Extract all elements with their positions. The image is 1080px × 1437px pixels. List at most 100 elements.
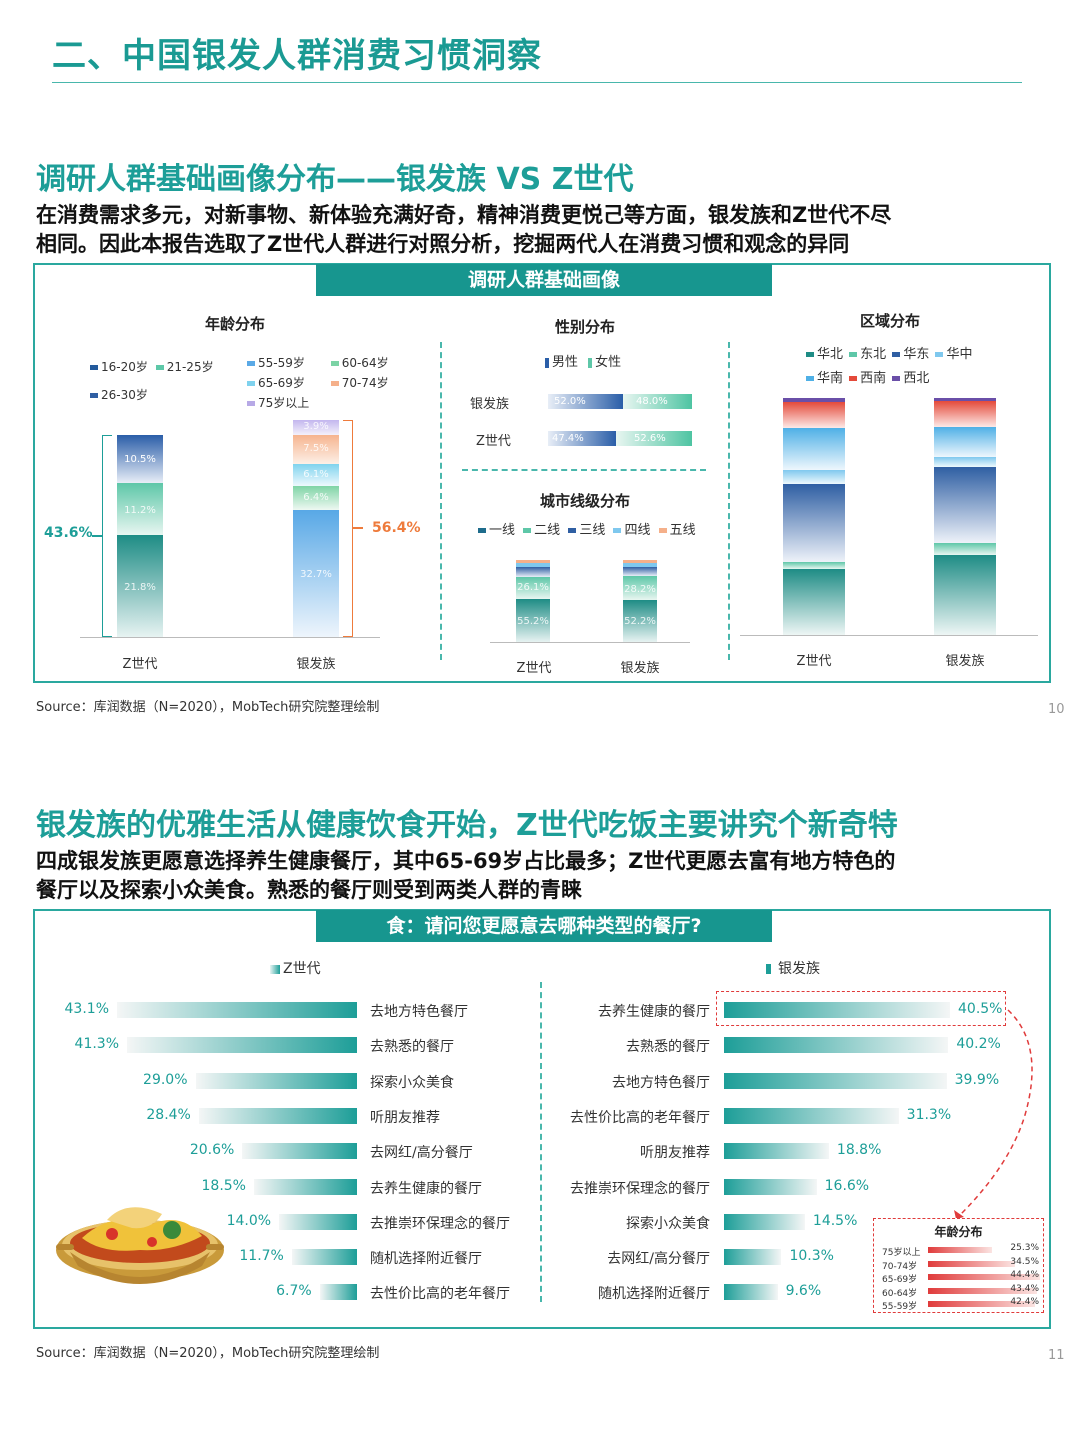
age-seg-16-20: [117, 535, 163, 637]
section1-title: 调研人群基础画像分布——银发族 VS Z世代: [36, 162, 634, 197]
hotpot-illustration: [56, 1207, 224, 1284]
section1-desc: 在消费需求多元，对新事物、新体验充满好奇，精神消费更悦己等方面，银发族和Z世代不…: [36, 201, 1051, 259]
region-seg-huanan: [783, 428, 845, 470]
divider-3: [462, 469, 706, 471]
region-seg-dongbei: [934, 543, 996, 555]
z-bracket: [102, 435, 112, 637]
region-legend: 华北 东北 华东 华中 华南 西南 西北: [806, 343, 1026, 387]
legend-item: 五线: [658, 523, 696, 538]
gender-value: 47.4%: [552, 433, 584, 444]
gender-value: 52.0%: [554, 396, 586, 407]
region-bar-z: [783, 398, 845, 635]
section2-desc: 四成银发族更愿意选择养生健康餐厅，其中65-69岁占比最多；Z世代更愿去富有地方…: [36, 847, 1051, 905]
section2-desc-line2: 餐厅以及探索小众美食。熟悉的餐厅则受到两类人群的青睐: [36, 878, 582, 902]
region-seg-xibei: [934, 398, 996, 401]
city-seg-1: [623, 600, 657, 642]
age-bar-z: 10.5% 11.2% 21.8%: [117, 435, 163, 637]
legend-item: 一线: [478, 523, 515, 538]
legend-item: 华北: [806, 347, 843, 362]
legend-item: 75岁以上: [247, 396, 309, 410]
age-s-total: 56.4%: [372, 520, 421, 536]
region-chart-title: 区域分布: [859, 312, 920, 330]
city-legend: 一线 二线 三线 四线 五线: [478, 519, 708, 538]
region-seg-xibei: [783, 398, 845, 402]
age-breakdown-label: 75岁以上: [882, 1248, 921, 1258]
age-breakdown-label: 60-64岁: [882, 1288, 918, 1299]
age-s-label-0: 32.7%: [300, 569, 332, 580]
legend-item: 华南: [806, 371, 843, 386]
gender-legend: 男性 女性: [545, 351, 665, 370]
age-chart-title: 年龄分布: [204, 315, 265, 333]
z-bar-label: 听朋友推荐: [370, 1109, 440, 1126]
z-series-label: Z世代: [283, 961, 321, 977]
section2-desc-line1: 四成银发族更愿意选择养生健康餐厅，其中65-69岁占比最多；Z世代更愿去富有地方…: [36, 849, 896, 873]
section1-desc-line2: 相同。因此本报告选取了Z世代人群进行对照分析，挖掘两代人在消费习惯和观念的异同: [36, 232, 850, 256]
z-bar: [253, 1178, 357, 1195]
z-bar: [117, 1002, 357, 1018]
z-bar-label: 去熟悉的餐厅: [370, 1039, 454, 1056]
z-bar-value: 14.0%: [226, 1212, 272, 1229]
city-seg-4: [623, 563, 657, 567]
city-chart-title: 城市线级分布: [539, 492, 630, 510]
z-bar: [127, 1037, 357, 1054]
age-breakdown-label: 55-59岁: [882, 1302, 918, 1312]
legend-item: 西南: [849, 371, 886, 386]
legend-item: 70-74岁: [330, 376, 389, 390]
z-bar-value: 6.7%: [276, 1283, 312, 1300]
region-seg-huadong: [783, 484, 845, 562]
city-z-label: 26.1%: [517, 582, 549, 593]
page-title: 二、中国银发人群消费习惯洞察: [52, 36, 542, 76]
legend-item: 65-69岁: [247, 376, 305, 390]
gender-value: 48.0%: [636, 396, 668, 407]
z-bar: [279, 1213, 357, 1230]
age-bar-s: 3.9% 7.5% 6.1% 6.4% 32.7%: [293, 420, 339, 637]
z-bar-chart: 43.1% 去地方特色餐厅 41.3% 去熟悉的餐厅 29.0% 探索小众美食 28.4% 听…: [65, 1001, 510, 1303]
z-bar-label: 去性价比高的老年餐厅: [370, 1286, 510, 1303]
region-seg-huazhong: [934, 457, 996, 467]
region-seg-huadong: [934, 467, 996, 543]
legend-item: 16-20岁: [90, 360, 148, 374]
gender-value: 52.6%: [634, 433, 666, 444]
age-s-label-4: 3.9%: [303, 421, 329, 432]
city-seg-4: [516, 563, 550, 567]
age-z-label-0: 21.8%: [124, 582, 156, 593]
age-breakdown-box: 年龄分布 75岁以上 25.3% 70-74岁 34.5% 65-69岁 44.4% 60-…: [873, 1218, 1044, 1313]
city-xlabel-z: Z世代: [516, 661, 552, 676]
legend-item: 女性: [588, 355, 621, 370]
age-breakdown-bar: [928, 1301, 1035, 1307]
gender-bar-z: 47.4% 52.6%: [548, 431, 692, 446]
city-bar-z: 26.1% 55.2%: [516, 560, 550, 642]
z-bracket-tick: [92, 535, 102, 537]
legend-item: 21-25岁: [155, 360, 214, 374]
z-bar: [319, 1284, 357, 1301]
city-seg-3: [623, 567, 657, 576]
z-bar-label: 随机选择附近餐厅: [370, 1251, 482, 1268]
age-breakdown-bar: [928, 1274, 1040, 1280]
age-seg-26-30: [117, 435, 163, 483]
z-bar-value: 11.7%: [239, 1248, 284, 1265]
z-bar-label: 去网红/高分餐厅: [370, 1145, 473, 1162]
age-breakdown-value: 42.4%: [1010, 1297, 1039, 1307]
gender-chart-title: 性别分布: [554, 318, 615, 336]
age-breakdown-bar: [928, 1247, 992, 1253]
page-number-11: 11: [1048, 1348, 1065, 1363]
age-seg-75: [293, 420, 339, 435]
age-seg-55-59: [293, 510, 339, 637]
legend-item: 三线: [568, 523, 605, 538]
age-breakdown-value: 43.4%: [1010, 1283, 1039, 1294]
z-bar-label: 去推崇环保理念的餐厅: [370, 1215, 510, 1232]
region-xlabel-z: Z世代: [796, 654, 832, 669]
age-axis: [80, 637, 380, 638]
age-z-label-1: 11.2%: [124, 505, 156, 516]
legend-item: 四线: [613, 523, 650, 538]
z-bar-label: 去养生健康的餐厅: [370, 1180, 482, 1197]
legend-item: 60-64岁: [330, 356, 389, 370]
legend-item: 男性: [545, 355, 578, 370]
age-z-label-2: 10.5%: [124, 454, 156, 465]
s-bracket: [343, 420, 353, 637]
city-seg-2: [516, 577, 550, 599]
age-breakdown-title: 年龄分布: [934, 1225, 983, 1239]
age-breakdown-label: 70-74岁: [882, 1261, 918, 1272]
legend-item: 55-59岁: [247, 356, 305, 370]
age-seg-65-69: [293, 464, 339, 486]
